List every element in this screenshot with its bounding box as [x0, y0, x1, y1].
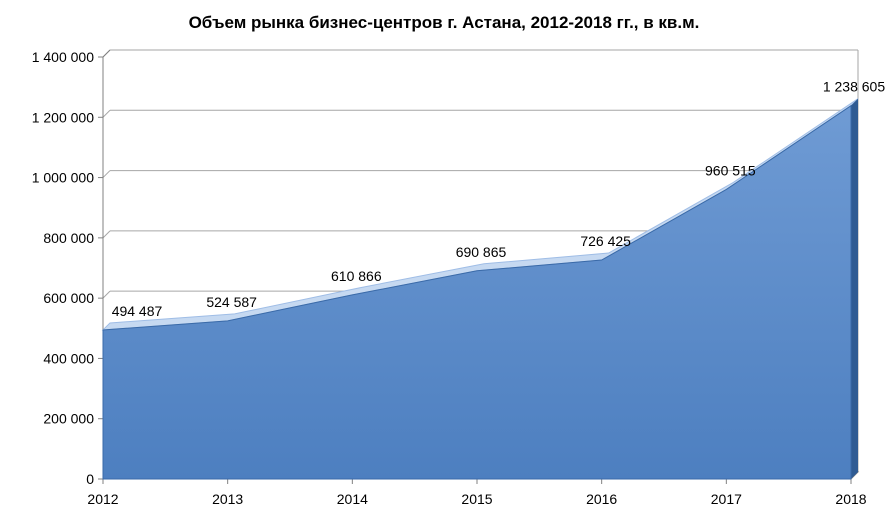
- data-label: 960 515: [705, 162, 756, 178]
- series-area: [101, 98, 859, 480]
- area-side-face: [851, 98, 858, 480]
- y-tick-label: 200 000: [43, 411, 94, 427]
- data-label: 726 425: [580, 233, 631, 249]
- data-label: 610 866: [331, 268, 382, 284]
- gridline-side: [102, 230, 111, 239]
- y-tick-label: 1 400 000: [32, 49, 94, 65]
- gridline-side: [102, 170, 111, 178]
- data-label: 494 487: [112, 303, 163, 319]
- x-axis-ticks: 2012 2013 2014 2015 2016 2017 2018: [87, 491, 866, 507]
- x-tick-label: 2013: [212, 491, 243, 507]
- data-label: 690 865: [456, 244, 507, 260]
- area-front-face: [102, 104, 852, 480]
- gridline-side: [102, 109, 111, 118]
- data-labels: 494 487 524 587 610 866 690 865 726 425 960 5…: [112, 79, 886, 319]
- data-label: 1 238 605: [823, 79, 885, 95]
- y-tick-label: 0: [86, 471, 94, 487]
- x-tick-label: 2018: [835, 491, 866, 507]
- x-tick-label: 2017: [711, 491, 742, 507]
- x-tick-label: 2015: [461, 491, 492, 507]
- data-label: 524 587: [206, 294, 257, 310]
- y-tick-label: 1 000 000: [32, 170, 94, 186]
- gridline-side: [102, 290, 111, 299]
- x-tick-label: 2016: [586, 491, 617, 507]
- x-tick-label: 2012: [87, 491, 118, 507]
- x-tick-label: 2014: [337, 491, 368, 507]
- chart-title: Объем рынка бизнес-центров г. Астана, 20…: [188, 13, 700, 32]
- y-tick-label: 800 000: [43, 230, 94, 246]
- y-tick-label: 1 200 000: [32, 109, 94, 125]
- y-tick-label: 400 000: [43, 350, 94, 366]
- y-axis-ticks: 0 200 000 400 000 600 000 800 000 1 000 000 1 …: [32, 49, 95, 487]
- y-tick-label: 600 000: [43, 290, 94, 306]
- y-axis-top: [102, 49, 111, 58]
